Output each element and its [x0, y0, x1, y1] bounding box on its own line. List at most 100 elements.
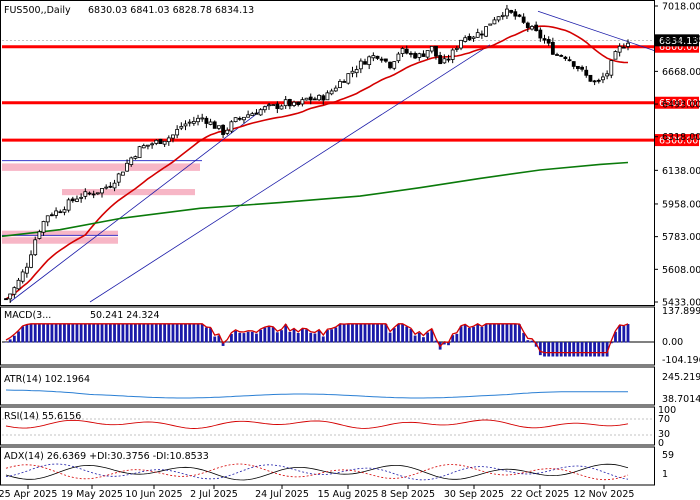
- macd-histogram-bar: [33, 324, 37, 343]
- candle-body: [488, 23, 493, 26]
- macd-histogram-bar: [8, 339, 12, 343]
- candle-body: [546, 39, 551, 44]
- candle-body: [442, 58, 447, 64]
- candle-body: [208, 121, 213, 125]
- candle-body: [242, 116, 246, 121]
- macd-histogram-bar: [480, 326, 484, 343]
- macd-histogram-bar: [309, 332, 313, 343]
- macd-histogram-bar: [584, 342, 588, 357]
- candle-body: [321, 95, 326, 101]
- candle-body: [87, 192, 92, 195]
- macd-histogram-bar: [497, 324, 500, 343]
- candle-body: [383, 58, 388, 62]
- candle-body: [459, 39, 463, 49]
- macd-histogram-bar: [17, 331, 20, 343]
- macd-histogram-bar: [417, 332, 421, 343]
- ma-slow-line: [1, 161, 629, 238]
- ma-fast-line: [5, 25, 629, 300]
- macd-histogram-bar: [380, 324, 384, 343]
- macd-histogram-bar: [426, 332, 430, 343]
- macd-histogram-bar: [280, 330, 283, 343]
- macd-histogram-bar: [513, 324, 517, 343]
- macd-histogram-bar: [296, 332, 300, 343]
- macd-panel: MACD(3... 50.241 24.324 137.899 0.00 -104.19…: [2, 306, 700, 366]
- macd-histogram-bar: [563, 342, 567, 357]
- macd-histogram-bar: [213, 336, 217, 343]
- x-tick-label: 15 Aug 2025: [318, 489, 379, 500]
- candle-body: [225, 129, 230, 134]
- macd-histogram-bar: [42, 324, 45, 343]
- macd-histogram-bar: [463, 324, 467, 343]
- candlesticks: [4, 4, 630, 303]
- macd-histogram-bar: [488, 324, 492, 343]
- macd-histogram-bar: [422, 337, 425, 343]
- x-tick-label: 8 Sep 2025: [381, 489, 435, 500]
- candle-body: [313, 98, 317, 101]
- macd-histogram-bar: [246, 331, 250, 343]
- adx-panel: ADX(14) 26.6369 +DI:30.3756 -DI:10.8533 5…: [4, 450, 674, 481]
- candle-body: [191, 121, 196, 124]
- price-axis: 7018.00 6843.00 6668.00 6493.00 6318.00 6138.…: [654, 2, 700, 309]
- macd-histogram-bar: [538, 342, 542, 356]
- macd-histogram-bar: [259, 329, 263, 343]
- candle-body: [133, 156, 138, 159]
- candle-body: [496, 16, 501, 21]
- candle-body: [45, 215, 50, 223]
- macd-histogram-bar: [163, 324, 167, 343]
- macd-histogram-bar: [75, 324, 79, 343]
- candle-body: [375, 55, 380, 59]
- macd-histogram-bar: [221, 342, 225, 346]
- x-tick-label: 30 Sep 2025: [444, 489, 504, 500]
- candle-body: [555, 54, 559, 56]
- price-tick-label: 5958.00: [662, 199, 700, 210]
- adx-label: ADX(14) 26.6369 +DI:30.3756 -DI:10.8533: [4, 451, 209, 462]
- candle-body: [237, 117, 242, 120]
- candle-body: [438, 55, 443, 65]
- candle-body: [588, 74, 593, 82]
- macd-histogram-bar: [321, 336, 325, 343]
- trendlines[interactable]: [9, 10, 655, 303]
- macd-histogram-bar: [54, 324, 58, 343]
- macd-histogram-bar: [351, 324, 354, 343]
- candle-body: [601, 76, 605, 81]
- macd-histogram-bar: [363, 324, 367, 343]
- macd-histogram-bar: [242, 333, 246, 343]
- candle-body: [187, 121, 192, 124]
- candle-body: [525, 22, 530, 29]
- candle-body: [613, 51, 618, 60]
- macd-histogram-bar: [50, 324, 54, 343]
- candle-body: [62, 209, 67, 213]
- price-tick-label: 6138.00: [662, 166, 700, 177]
- level-tag-label: 6800.00: [659, 42, 698, 53]
- macd-signal-line: [5, 323, 629, 354]
- trendline-steep: [9, 103, 271, 303]
- candle-body: [104, 186, 109, 189]
- candle-body: [129, 157, 134, 165]
- macd-histogram-bar: [459, 326, 463, 343]
- candle-body: [287, 99, 292, 107]
- macd-histogram-bar: [271, 327, 275, 343]
- macd-histogram-bar: [530, 340, 534, 343]
- x-tick-label: 12 Nov 2025: [574, 489, 635, 500]
- horizontal-levels[interactable]: 6800.00 6500.00 6300.00 6834.13: [2, 34, 699, 147]
- candle-body: [400, 48, 405, 54]
- macd-histogram-bar: [455, 333, 459, 343]
- macd-histogram-bar: [150, 324, 154, 343]
- rsi-label: RSI(14) 55.6156: [4, 411, 81, 422]
- candle-body: [154, 139, 159, 144]
- candle-body: [563, 56, 568, 59]
- x-tick-label: 24 Jul 2025: [255, 489, 309, 500]
- rsi-tick-label: 100: [658, 405, 676, 416]
- macd-histogram-bar: [234, 330, 237, 343]
- candle-body: [425, 50, 430, 58]
- macd-histogram-bar: [200, 324, 204, 343]
- macd-histogram-bar: [71, 324, 75, 343]
- candle-body: [267, 104, 271, 107]
- candle-body: [24, 266, 29, 274]
- macd-histogram-bar: [12, 335, 16, 343]
- macd-histogram-bar: [559, 342, 563, 357]
- candle-body: [475, 32, 480, 38]
- candle-body: [609, 60, 614, 76]
